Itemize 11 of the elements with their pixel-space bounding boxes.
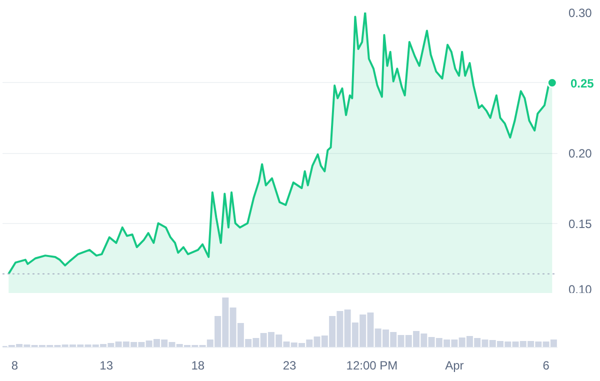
x-tick-label: 23 xyxy=(282,358,297,372)
y-tick-label: 0.15 xyxy=(568,216,592,231)
y-tick-label: 0.20 xyxy=(568,146,592,160)
y-tick-label: 0.30 xyxy=(568,6,592,20)
x-tick-label: Apr xyxy=(445,358,464,372)
x-tick-label: 6 xyxy=(542,358,550,372)
x-tick-label: 13 xyxy=(100,358,114,372)
x-tick-label: 8 xyxy=(11,358,18,372)
x-tick-label: 18 xyxy=(191,358,205,372)
annotation: 0.25 xyxy=(570,76,594,90)
x-tick-label: 12:00 PM xyxy=(346,358,398,372)
